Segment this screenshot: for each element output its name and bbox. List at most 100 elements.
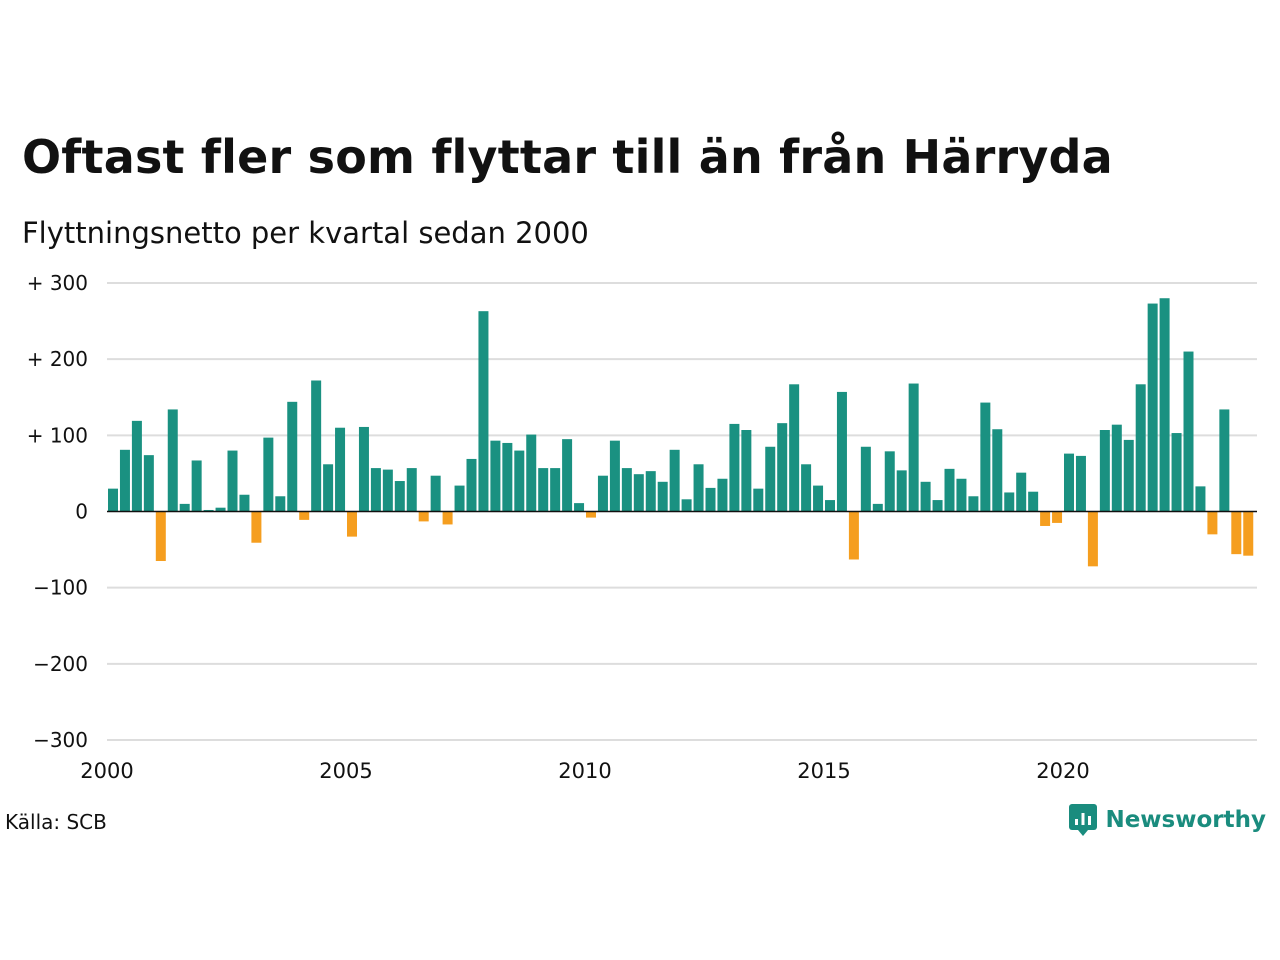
bar-positive bbox=[358, 426, 369, 512]
y-tick-label: −300 bbox=[33, 728, 88, 752]
bar-positive bbox=[191, 460, 202, 512]
bar-negative bbox=[1087, 511, 1098, 567]
y-tick-label: + 200 bbox=[27, 347, 88, 371]
bar-negative bbox=[1040, 511, 1051, 526]
y-axis-tick-labels: + 300 + 200 + 100 0 −100 −200 −300 bbox=[27, 271, 88, 752]
bar-positive bbox=[741, 430, 752, 512]
bar-negative bbox=[442, 511, 453, 525]
bar-positive bbox=[908, 383, 919, 512]
y-tick-label: −200 bbox=[33, 652, 88, 676]
bar-positive bbox=[203, 509, 214, 512]
bar-positive bbox=[1099, 430, 1110, 512]
bar-positive bbox=[813, 485, 824, 512]
x-tick-label: 2000 bbox=[80, 759, 133, 783]
bar-negative bbox=[1243, 511, 1254, 556]
bar-positive bbox=[490, 440, 501, 512]
bar-negative bbox=[1052, 511, 1063, 523]
newsworthy-logo[interactable]: Newsworthy bbox=[1069, 804, 1266, 836]
chart-subtitle: Flyttningsnetto per kvartal sedan 2000 bbox=[22, 216, 589, 250]
bar-positive bbox=[765, 446, 776, 512]
bar-positive bbox=[956, 478, 967, 512]
bar-positive bbox=[1195, 486, 1206, 512]
bar-positive bbox=[227, 450, 238, 512]
bar-positive bbox=[1159, 298, 1170, 512]
bar-positive bbox=[621, 468, 632, 512]
bar-positive bbox=[263, 437, 274, 512]
bar-positive bbox=[777, 423, 788, 512]
bar-positive bbox=[382, 469, 393, 512]
bar-positive bbox=[1028, 491, 1039, 512]
bar-positive bbox=[944, 468, 955, 512]
brand-name: Newsworthy bbox=[1105, 807, 1266, 833]
bar-positive bbox=[1135, 384, 1146, 512]
bar-positive bbox=[1123, 439, 1134, 512]
bar-positive bbox=[406, 468, 417, 512]
bar-positive bbox=[932, 500, 943, 512]
bar-positive bbox=[179, 503, 190, 512]
bar-positive bbox=[884, 451, 895, 512]
chart-title: Oftast fler som flyttar till än från Här… bbox=[22, 130, 1113, 184]
bar-negative bbox=[848, 511, 859, 560]
bar-positive bbox=[275, 496, 286, 512]
y-tick-label: + 300 bbox=[27, 271, 88, 295]
y-tick-label: −100 bbox=[33, 576, 88, 600]
bar-positive bbox=[335, 427, 346, 512]
bar-positive bbox=[681, 499, 692, 512]
bar-positive bbox=[370, 468, 381, 512]
bar-positive bbox=[1075, 455, 1086, 512]
grid-lines bbox=[107, 282, 1257, 741]
speech-bubble-chart-icon bbox=[1069, 804, 1098, 836]
bar-positive bbox=[1171, 433, 1182, 512]
bar-negative bbox=[251, 511, 262, 543]
bar-positive bbox=[753, 488, 764, 512]
bar-positive bbox=[992, 429, 1003, 512]
bar-positive bbox=[705, 487, 716, 512]
bar-positive bbox=[1004, 492, 1015, 512]
bar-positive bbox=[1219, 409, 1230, 512]
bar-positive bbox=[597, 475, 608, 512]
bar-positive bbox=[215, 507, 226, 512]
x-tick-label: 2020 bbox=[1036, 759, 1089, 783]
bar-positive bbox=[119, 449, 130, 512]
y-tick-label: 0 bbox=[75, 500, 88, 524]
bar-positive bbox=[968, 496, 979, 512]
y-tick-label: + 100 bbox=[27, 423, 88, 447]
bar-positive bbox=[920, 481, 931, 512]
bar-positive bbox=[466, 458, 477, 512]
bar-negative bbox=[347, 511, 357, 537]
bar-negative bbox=[155, 511, 166, 562]
bar-positive bbox=[657, 481, 668, 512]
bar-positive bbox=[538, 468, 549, 512]
bar-positive bbox=[514, 450, 525, 512]
bar-positive bbox=[860, 446, 871, 512]
bar-positive bbox=[789, 384, 800, 512]
bar-positive bbox=[609, 440, 620, 512]
x-tick-label: 2005 bbox=[319, 759, 372, 783]
bar-positive bbox=[478, 311, 489, 512]
bar-positive bbox=[896, 470, 907, 512]
x-axis-tick-labels: 2000 2005 2010 2015 2020 bbox=[80, 759, 1089, 783]
bar-positive bbox=[1111, 424, 1122, 512]
x-tick-label: 2010 bbox=[558, 759, 611, 783]
bar-positive bbox=[836, 391, 847, 512]
bar-negative bbox=[418, 511, 429, 522]
bar-positive bbox=[239, 494, 250, 512]
bar-positive bbox=[562, 439, 573, 512]
bar-negative bbox=[1207, 511, 1218, 535]
bar-positive bbox=[287, 401, 298, 512]
bar-positive bbox=[1016, 472, 1027, 512]
bar-positive bbox=[550, 468, 561, 512]
bar-positive bbox=[430, 475, 441, 512]
bar-positive bbox=[669, 449, 680, 512]
bar-negative bbox=[586, 511, 596, 518]
bar-positive bbox=[167, 409, 178, 512]
bar-positive bbox=[394, 481, 405, 512]
bar-positive bbox=[108, 488, 118, 512]
source-note: Källa: SCB bbox=[5, 810, 107, 834]
bar-positive bbox=[729, 423, 740, 512]
bar-positive bbox=[143, 455, 154, 512]
bar-positive bbox=[131, 420, 142, 512]
bar-negative bbox=[299, 511, 310, 520]
x-tick-label: 2015 bbox=[797, 759, 850, 783]
